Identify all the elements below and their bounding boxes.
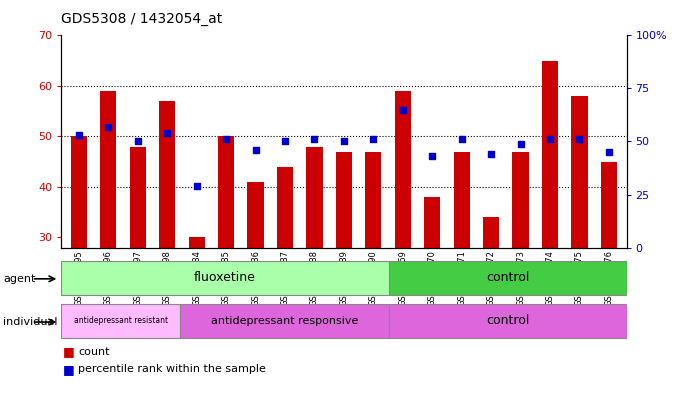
FancyBboxPatch shape (61, 305, 180, 338)
FancyBboxPatch shape (61, 261, 389, 295)
Bar (71, 136, 87, 248)
Bar (189, 237, 205, 248)
Point (427, 153, 438, 160)
Point (515, 140, 526, 147)
Bar (542, 61, 558, 248)
Bar (159, 101, 176, 248)
Text: count: count (78, 347, 110, 357)
Text: percentile rank within the sample: percentile rank within the sample (78, 364, 266, 375)
Bar (395, 91, 411, 248)
Bar (130, 147, 146, 248)
Point (338, 138, 349, 145)
Text: fluoxetine: fluoxetine (194, 271, 256, 284)
Text: GDS5308 / 1432054_at: GDS5308 / 1432054_at (61, 11, 223, 26)
Bar (365, 152, 381, 248)
Point (486, 151, 496, 157)
Bar (601, 162, 617, 248)
Bar (247, 182, 264, 248)
Bar (512, 152, 528, 248)
Point (309, 136, 320, 143)
Bar (424, 197, 441, 248)
Text: antidepressant responsive: antidepressant responsive (210, 316, 358, 325)
Text: ■: ■ (63, 345, 74, 358)
Point (368, 136, 379, 143)
Point (162, 130, 173, 136)
Bar (571, 96, 588, 248)
Bar (306, 147, 323, 248)
Point (456, 136, 467, 143)
Text: ■: ■ (63, 363, 74, 376)
Point (221, 136, 232, 143)
Bar (100, 91, 116, 248)
Point (545, 136, 556, 143)
Bar (218, 136, 234, 248)
FancyBboxPatch shape (389, 261, 627, 295)
Bar (454, 152, 470, 248)
Point (132, 138, 143, 145)
FancyBboxPatch shape (180, 305, 389, 338)
Point (191, 183, 202, 189)
Point (603, 149, 614, 155)
Point (74, 132, 84, 138)
Point (250, 147, 261, 153)
Text: individual: individual (3, 317, 58, 327)
Text: antidepressant resistant: antidepressant resistant (74, 316, 168, 325)
Point (397, 107, 408, 113)
FancyBboxPatch shape (389, 305, 627, 338)
Bar (336, 152, 352, 248)
Point (574, 136, 585, 143)
Point (103, 123, 114, 130)
Text: control: control (486, 314, 529, 327)
Text: agent: agent (3, 274, 36, 284)
Bar (483, 217, 499, 248)
Point (280, 138, 291, 145)
Bar (277, 167, 293, 248)
Text: control: control (486, 271, 529, 284)
